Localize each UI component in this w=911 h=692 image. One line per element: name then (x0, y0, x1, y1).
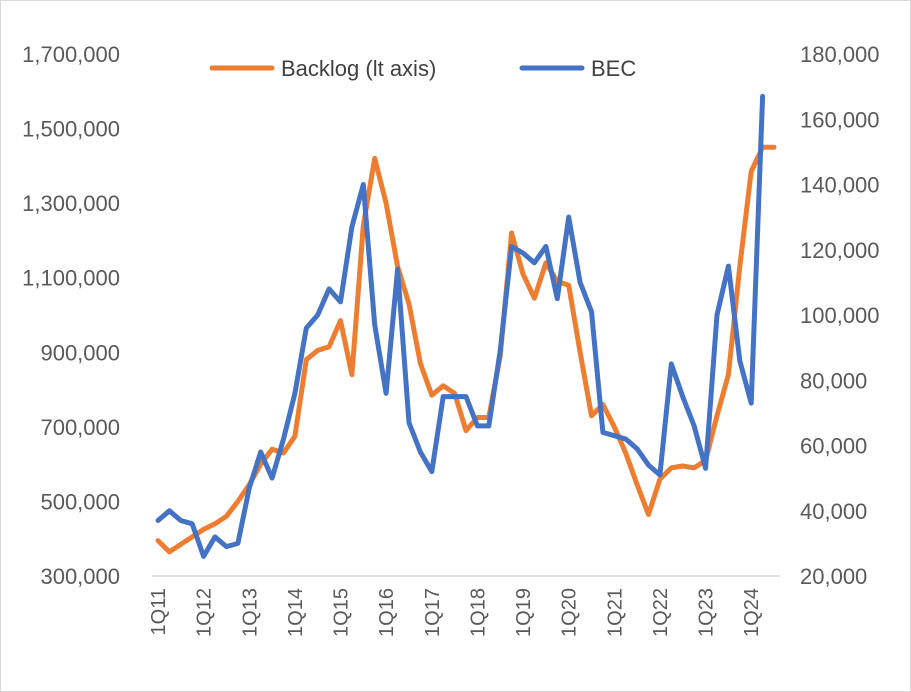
left-tick-label: 700,000 (40, 415, 120, 440)
left-tick-label: 900,000 (40, 340, 120, 365)
right-tick-label: 60,000 (800, 434, 867, 459)
right-tick-label: 160,000 (800, 107, 880, 132)
x-axis-ticks: 1Q11 1Q12 1Q13 1Q14 1Q15 1Q16 1Q17 1Q18 1Q19 1Q20… (148, 588, 763, 637)
right-tick-label: 80,000 (800, 368, 867, 393)
legend-label-bec: BEC (591, 56, 636, 81)
series-line-bec (155, 93, 766, 559)
left-tick-label: 300,000 (40, 564, 120, 589)
x-tick-label: 1Q24 (741, 588, 763, 637)
series-layer (155, 93, 777, 559)
x-tick-label: 1Q14 (285, 588, 307, 637)
x-tick-label: 1Q15 (331, 588, 353, 637)
left-axis-ticks: 1,700,000 1,500,000 1,300,000 1,100,000 900,… (22, 42, 120, 589)
legend: Backlog (lt axis) BEC (209, 56, 636, 81)
x-tick-label: 1Q13 (239, 588, 261, 637)
x-tick-label: 1Q16 (376, 588, 398, 637)
right-tick-label: 40,000 (800, 499, 867, 524)
series-line-backlog (155, 144, 777, 555)
x-tick-label: 1Q11 (148, 588, 170, 635)
x-tick-label: 1Q22 (650, 588, 672, 637)
x-tick-label: 1Q12 (194, 588, 216, 637)
right-axis-ticks: 180,000 160,000 140,000 120,000 100,000 80,00… (800, 42, 880, 589)
x-tick-label: 1Q23 (696, 588, 718, 637)
x-tick-label: 1Q21 (604, 588, 626, 637)
right-tick-label: 120,000 (800, 238, 880, 263)
left-tick-label: 500,000 (40, 489, 120, 514)
left-tick-label: 1,500,000 (22, 117, 120, 142)
x-tick-label: 1Q20 (559, 588, 581, 637)
right-tick-label: 140,000 (800, 173, 880, 198)
left-tick-label: 1,700,000 (22, 42, 120, 67)
x-tick-label: 1Q17 (422, 588, 444, 637)
left-tick-label: 1,100,000 (22, 266, 120, 291)
right-tick-label: 20,000 (800, 564, 867, 589)
right-tick-label: 180,000 (800, 42, 880, 67)
x-tick-label: 1Q18 (467, 588, 489, 637)
left-tick-label: 1,300,000 (22, 191, 120, 216)
right-tick-label: 100,000 (800, 303, 880, 328)
legend-label-backlog: Backlog (lt axis) (281, 56, 436, 81)
x-tick-label: 1Q19 (513, 588, 535, 637)
